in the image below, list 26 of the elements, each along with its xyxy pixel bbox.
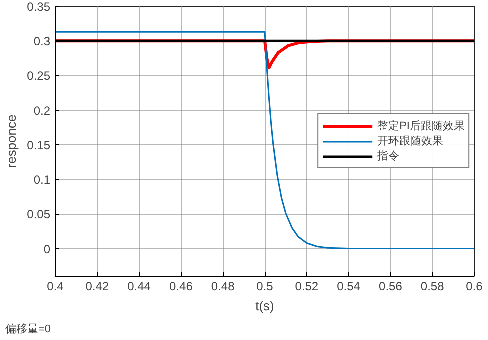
x-tick-label: 0.4	[47, 280, 64, 294]
y-tick-label: 0.35	[27, 0, 51, 14]
x-tick-label: 0.46	[170, 280, 194, 294]
y-tick-label: 0.1	[34, 173, 51, 188]
y-tick-label: 0.2	[34, 104, 51, 118]
x-tick-label: 0.44	[128, 280, 152, 294]
y-tick-label: 0	[44, 242, 51, 256]
x-tick-label: 0.6	[466, 280, 484, 294]
y-axis-title: responce	[4, 114, 20, 168]
legend-label: 开环跟随效果	[378, 134, 444, 148]
x-tick-label: 0.54	[337, 280, 361, 294]
y-tick-label: 0.3	[34, 34, 51, 49]
y-tick-label: 0.15	[27, 138, 51, 152]
x-tick-label: 0.5	[256, 280, 274, 294]
line-series	[56, 31, 474, 250]
legend-label: 指令	[378, 150, 400, 164]
legend-label: 整定PI后跟随效果	[378, 119, 465, 134]
x-tick-label: 0.56	[379, 280, 403, 294]
y-tick-label: 0.25	[27, 69, 51, 84]
x-tick-label: 0.42	[86, 280, 110, 294]
text: 偏移量=0	[6, 324, 52, 336]
x-tick-label: 0.58	[420, 280, 445, 294]
x-axis-title: t(s)	[256, 298, 274, 314]
y-tick-label: 0.05	[27, 208, 51, 222]
x-tick-label: 0.52	[295, 280, 319, 294]
x-tick-label: 0.48	[211, 280, 236, 294]
